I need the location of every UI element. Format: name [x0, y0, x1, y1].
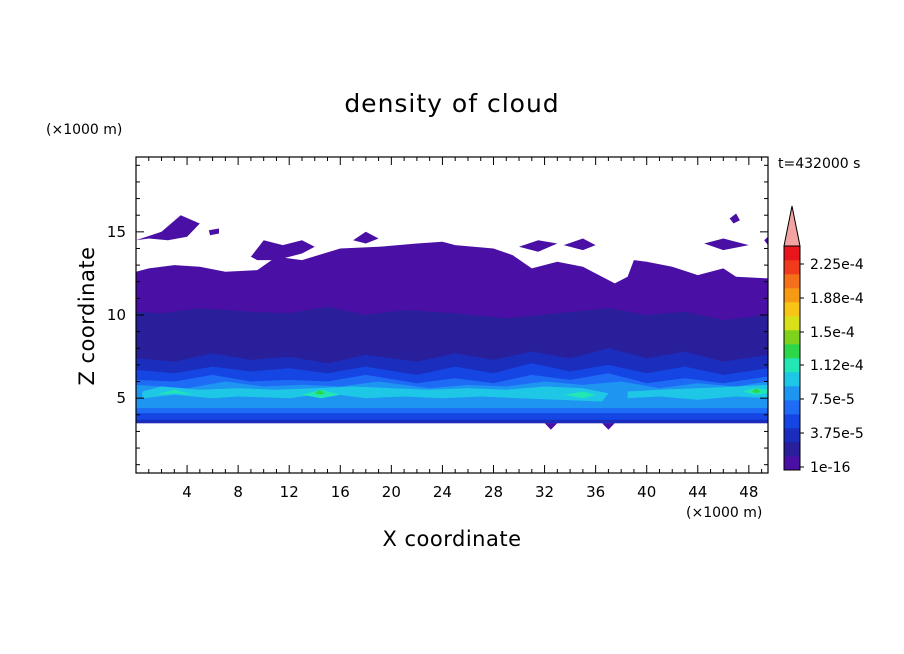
colorbar-label: 1.12e-4 — [810, 358, 864, 374]
x-tick-labels: 4 8 12 16 20 24 28 32 36 40 44 48 — [182, 483, 758, 501]
contour-region-18 — [627, 384, 768, 400]
chart-title: density of cloud — [344, 89, 559, 118]
contour-region-3 — [250, 240, 315, 261]
colorbar-frame — [783, 245, 801, 471]
x-tick-label: 32 — [535, 483, 554, 501]
colorbar-label: 7.5e-5 — [810, 392, 855, 408]
time-label: t=432000 s — [778, 156, 860, 172]
y-tick-labels: 5 10 15 — [107, 223, 126, 407]
contour-region-24 — [314, 389, 325, 395]
x-tick-label: 44 — [688, 483, 707, 501]
x-tick-label: 8 — [233, 483, 243, 501]
y-tick-label: 15 — [107, 223, 126, 241]
contour-region-6 — [563, 238, 596, 251]
x-tick-label: 40 — [637, 483, 656, 501]
contour-region-2 — [208, 228, 219, 236]
x-tick-label: 36 — [586, 483, 605, 501]
contour-region-5 — [519, 240, 558, 252]
colorbar-label: 1.88e-4 — [810, 291, 864, 307]
colorbar-swatch — [784, 400, 800, 415]
x-tick-label: 20 — [382, 483, 401, 501]
colorbar-swatch — [784, 456, 800, 471]
x-tick-label: 12 — [280, 483, 299, 501]
colorbar-swatch — [784, 330, 800, 345]
contour-region-7 — [704, 238, 749, 251]
contour-region-23 — [751, 388, 761, 394]
colorbar-swatch — [784, 414, 800, 429]
colorbar-swatch — [784, 246, 800, 261]
contour-region-1 — [136, 215, 200, 241]
colorbar-extend-arrow — [783, 205, 801, 247]
colorbar-swatch — [784, 386, 800, 401]
x-unit-label: (×1000 m) — [686, 505, 762, 521]
colorbar-label: 1e-16 — [810, 460, 850, 476]
contour-region-9 — [764, 236, 768, 246]
y-tick-label: 5 — [116, 389, 126, 407]
x-tick-label: 24 — [433, 483, 452, 501]
colorbar-swatch — [784, 442, 800, 457]
colorbar-swatch — [784, 260, 800, 275]
heatmap-layers — [136, 213, 768, 430]
colorbar-label: 3.75e-5 — [810, 426, 864, 442]
colorbar: 2.25e-4 1.88e-4 1.5e-4 1.12e-4 7.5e-5 3.75e-5… — [783, 205, 864, 476]
x-axis-label: X coordinate — [382, 527, 521, 551]
axis-frame — [135, 156, 769, 474]
x-tick-label: 16 — [331, 483, 350, 501]
x-tick-label: 28 — [484, 483, 503, 501]
colorbar-swatch — [784, 344, 800, 359]
colorbar-swatch — [784, 302, 800, 317]
x-tick-label: 4 — [182, 483, 192, 501]
colorbar-swatch — [784, 316, 800, 331]
x-tick-label: 48 — [739, 483, 758, 501]
contour-region-4 — [353, 231, 379, 244]
contour-region-11 — [602, 423, 615, 430]
colorbar-label: 1.5e-4 — [810, 325, 855, 341]
contour-region-8 — [729, 213, 740, 224]
y-unit-label: (×1000 m) — [46, 122, 122, 138]
contour-region-17 — [142, 386, 609, 402]
colorbar-label: 2.25e-4 — [810, 257, 864, 273]
colorbar-swatch — [784, 428, 800, 443]
y-tick-label: 10 — [107, 306, 126, 324]
y-axis-label: Z coordinate — [75, 246, 99, 385]
contour-region-19 — [155, 389, 194, 395]
colorbar-swatch — [784, 274, 800, 289]
contour-region-21 — [563, 391, 596, 399]
colorbar-swatch — [784, 358, 800, 373]
colorbar-swatch — [784, 372, 800, 387]
colorbar-swatch — [784, 288, 800, 303]
contour-region-10 — [544, 423, 558, 430]
